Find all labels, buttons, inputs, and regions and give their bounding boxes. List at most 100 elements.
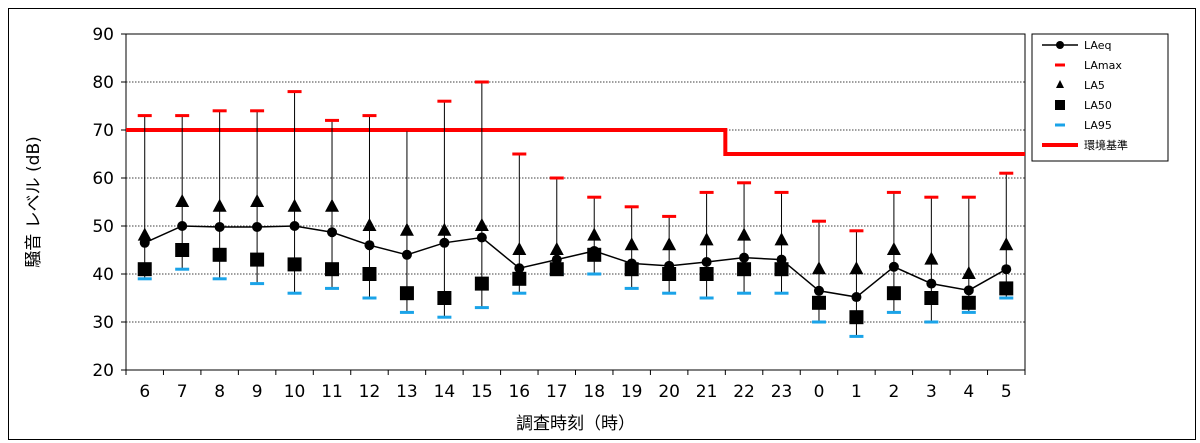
la95-marker: [737, 291, 752, 295]
la5-marker: [325, 198, 340, 212]
la5-marker: [437, 222, 452, 236]
la95-marker: [212, 277, 227, 281]
la95-marker: [811, 320, 826, 324]
laeq-marker: [1001, 264, 1012, 275]
x-tick-label: 17: [546, 382, 568, 402]
laeq-marker: [776, 254, 787, 265]
laeq-marker: [139, 237, 150, 248]
lamax-marker: [624, 205, 639, 209]
chart-frame: 20 30 40 50 60 70 80 90 6 7 8 9 10 11 12 13 14 15 16 17 18 1…: [8, 8, 1196, 440]
x-tick-label: 14: [434, 382, 456, 402]
laeq-marker: [888, 261, 899, 272]
x-tick-label: 7: [177, 382, 188, 402]
y-tick-label: 20: [92, 361, 114, 381]
lamax-marker: [737, 181, 752, 185]
lamax-marker: [961, 195, 976, 199]
la95-marker: [662, 291, 677, 295]
y-tick-label: 40: [92, 265, 114, 285]
la95-marker: [399, 310, 414, 314]
legend-label: LA95: [1084, 119, 1112, 132]
lamax-marker: [399, 128, 414, 132]
la95-marker: [362, 296, 377, 300]
la5-marker: [362, 218, 377, 231]
la50-marker: [137, 262, 152, 277]
laeq-marker: [214, 221, 225, 232]
la5-marker: [250, 194, 265, 207]
laeq-marker: [476, 232, 487, 243]
lamax-marker: [287, 90, 302, 94]
laeq-marker: [514, 263, 525, 274]
la5-marker: [699, 232, 714, 246]
legend-label: LAeq: [1084, 39, 1111, 52]
laeq-marker: [401, 249, 412, 260]
laeq-marker: [701, 257, 712, 267]
la50-marker: [250, 252, 265, 267]
la5-marker: [512, 242, 527, 255]
la5-marker: [737, 227, 752, 241]
la95-marker: [699, 296, 714, 300]
x-tick-label: 20: [658, 382, 680, 402]
x-tick-label: 4: [963, 382, 974, 402]
laeq-marker: [289, 221, 300, 231]
legend-label: 環境基準: [1084, 138, 1128, 152]
y-axis-title: 騒音 レベル (dB): [24, 136, 44, 268]
lamax-marker: [774, 190, 789, 194]
lamax-marker: [137, 114, 152, 118]
lamax-marker: [250, 109, 265, 113]
la5-marker: [399, 222, 414, 236]
x-tick-label: 10: [284, 382, 306, 402]
la5-marker: [474, 218, 489, 231]
x-tick-label: 3: [926, 382, 937, 402]
la50-marker: [325, 262, 340, 277]
laeq-marker: [364, 240, 375, 251]
standard-line: [126, 128, 1025, 156]
la50-marker: [886, 286, 901, 301]
lamax-marker: [474, 80, 489, 84]
lamax-marker: [362, 114, 377, 118]
x-tick-label: 1: [851, 382, 862, 402]
x-axis-ticks: 6 7 8 9 10 11 12 13 14 15 16 17 18 19 20 21 22 23 0 1 2 3 4 5: [125, 370, 1026, 402]
la50-marker: [287, 257, 302, 272]
legend-box: [1031, 33, 1169, 162]
x-tick-label: 22: [733, 382, 755, 402]
la95-marker: [474, 306, 489, 310]
la95-marker: [250, 282, 265, 286]
la5-marker: [999, 237, 1014, 251]
laeq-marker: [252, 221, 263, 232]
legend-label: LA5: [1084, 79, 1105, 92]
la5-marker: [287, 198, 302, 212]
la50-marker: [474, 276, 489, 291]
la50-marker: [774, 262, 789, 277]
lamax-marker: [512, 152, 527, 156]
lamax-marker: [999, 171, 1014, 175]
laeq-marker: [739, 252, 750, 263]
x-tick-label: 5: [1001, 382, 1012, 402]
lamax-marker: [212, 109, 227, 113]
legend-square-marker: [1055, 100, 1065, 110]
la5-marker: [587, 227, 602, 241]
lamax-marker: [175, 114, 190, 118]
lamax-marker: [662, 214, 677, 218]
lamax-marker: [811, 219, 826, 223]
la95-marker: [774, 291, 789, 295]
x-tick-label: 9: [252, 382, 263, 402]
laeq-marker: [589, 245, 600, 256]
la95-marker: [924, 320, 939, 324]
x-tick-label: 18: [583, 382, 605, 402]
lamax-marker: [325, 118, 340, 122]
la5-marker: [212, 198, 227, 212]
la5-marker: [811, 261, 826, 275]
la50-marker: [362, 267, 377, 281]
la95-marker: [849, 334, 864, 338]
y-tick-label: 70: [92, 121, 114, 141]
la95-marker: [437, 315, 452, 319]
la5-marker: [662, 237, 677, 251]
x-axis-title: 調査時刻（時）: [516, 414, 635, 434]
la95-marker: [325, 286, 340, 290]
laeq-marker: [963, 285, 974, 296]
y-tick-label: 80: [92, 73, 114, 93]
legend-label: LA50: [1084, 99, 1112, 112]
legend-label: LAmax: [1084, 59, 1122, 72]
la50-marker: [437, 291, 452, 305]
